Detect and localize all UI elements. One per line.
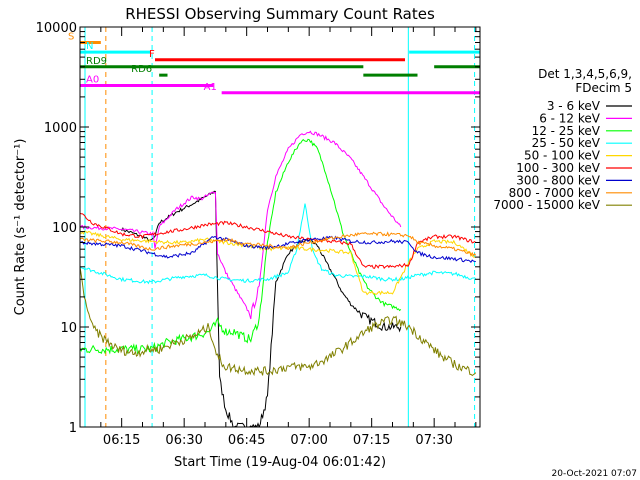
series-line-0 (121, 190, 402, 427)
x-tick-label-3: 07:00 (290, 433, 327, 448)
legend-label-6: 300 - 800 keV (516, 173, 600, 187)
chart-title: RHESSI Observing Summary Count Rates (125, 5, 435, 23)
legend-header-line-2: FDecim 5 (575, 81, 632, 95)
flag-label-a1: A1 (204, 82, 217, 93)
series-line-5 (80, 212, 477, 269)
legend-label-0: 3 - 6 keV (547, 99, 601, 113)
series-line-8 (80, 267, 477, 377)
y-tick-label-1: 10 (60, 321, 77, 336)
flag-label-a0: A0 (86, 75, 99, 86)
y-tick-label-4: 10000 (36, 21, 77, 36)
series-line-6 (80, 235, 476, 263)
legend-label-2: 12 - 25 keV (532, 124, 601, 138)
x-axis-label: Start Time (19-Aug-04 06:01:42) (174, 455, 386, 470)
series-line-3 (80, 203, 477, 285)
flag-label-s: S (68, 31, 74, 42)
x-tick-label-5: 07:30 (415, 433, 452, 448)
x-tick-label-0: 06:15 (103, 433, 140, 448)
legend-label-4: 50 - 100 keV (524, 149, 601, 163)
flag-label-n: N (86, 41, 93, 52)
timestamp: 20-Oct-2021 07:07 (552, 469, 637, 479)
y-tick-label-3: 1000 (44, 121, 77, 136)
flag-label-rd6: RD6 (131, 64, 152, 75)
y-tick-label-2: 100 (52, 221, 77, 236)
legend-label-1: 6 - 12 keV (539, 111, 601, 125)
series-line-7 (80, 231, 477, 258)
legend-label-3: 25 - 50 keV (532, 136, 601, 150)
legend-header-line-1: Det 1,3,4,5,6,9, (538, 67, 632, 81)
y-tick-label-0: 1 (69, 421, 77, 436)
legend-label-8: 7000 - 15000 keV (493, 198, 600, 212)
series-line-1 (80, 130, 402, 320)
legend-label-5: 100 - 300 keV (516, 161, 600, 175)
x-tick-label-1: 06:30 (165, 433, 202, 448)
series-group (80, 130, 477, 427)
x-tick-label-4: 07:15 (353, 433, 390, 448)
x-tick-label-2: 06:45 (228, 433, 265, 448)
flag-label-rd9: RD9 (86, 56, 107, 67)
flag-label-f: F (149, 49, 155, 60)
legend-label-7: 800 - 7000 keV (509, 186, 601, 200)
y-axis-label: Count Rate (s⁻¹ detector⁻¹) (13, 139, 28, 316)
